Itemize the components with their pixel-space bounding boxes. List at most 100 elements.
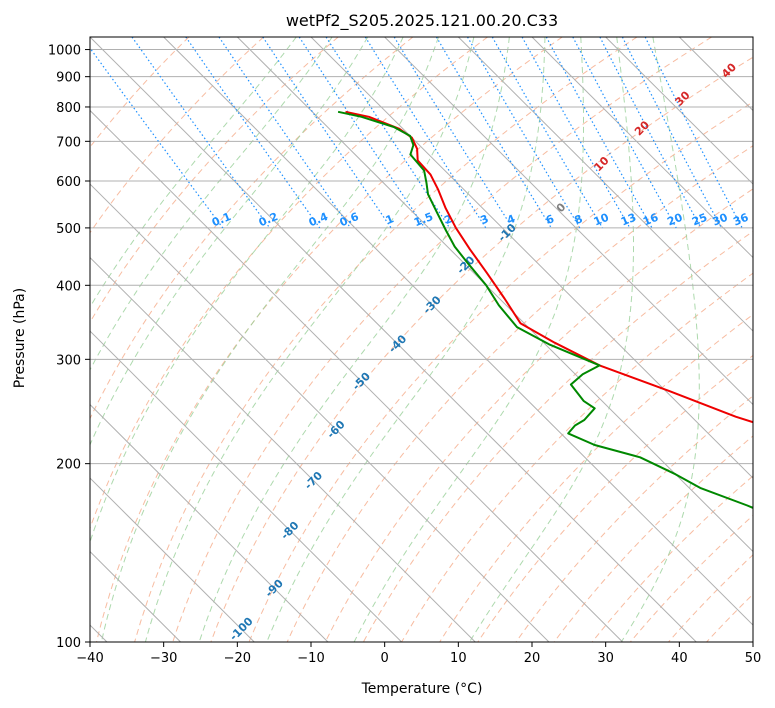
moist-adiabat-line bbox=[620, 37, 700, 642]
dry-adiabat-line bbox=[324, 188, 753, 642]
mixing-ratio-label: 6 bbox=[544, 212, 556, 227]
x-tick-label: 50 bbox=[745, 651, 762, 666]
moist-adiabat-line bbox=[90, 37, 297, 309]
moist-adiabat-line bbox=[469, 37, 634, 642]
y-tick-label: 100 bbox=[56, 636, 81, 651]
isotherm-line bbox=[384, 37, 753, 406]
chart-title: wetPf2_S205.2025.121.00.20.C33 bbox=[286, 11, 558, 31]
x-axis-title: Temperature (°C) bbox=[361, 681, 483, 697]
x-tick-label: −30 bbox=[150, 651, 177, 666]
isotherm-line bbox=[90, 37, 697, 642]
background-lines bbox=[90, 37, 753, 642]
mixing-ratio-line bbox=[521, 37, 631, 229]
mixing-ratio-label: 1 bbox=[384, 212, 396, 227]
y-tick-label: 700 bbox=[56, 135, 81, 150]
isotherm-line bbox=[236, 37, 753, 553]
moist-adiabat-line bbox=[100, 37, 439, 642]
mixing-ratio-line bbox=[185, 37, 321, 229]
mixing-ratio-line bbox=[435, 37, 552, 229]
isotherm-line bbox=[90, 403, 329, 642]
dry-adiabat-line bbox=[90, 37, 339, 324]
mixing-ratio-line bbox=[218, 37, 351, 229]
x-tick-label: −40 bbox=[76, 651, 103, 666]
mixing-ratio-line bbox=[393, 37, 513, 229]
dry-adiabat-line bbox=[134, 37, 638, 642]
y-tick-label: 800 bbox=[56, 101, 81, 116]
dry-adiabat-line bbox=[90, 37, 488, 530]
dry-adiabat-line bbox=[172, 37, 712, 642]
isotherm-line bbox=[90, 183, 550, 642]
dry-adiabat-line bbox=[210, 56, 753, 642]
y-axis-title: Pressure (hPa) bbox=[12, 288, 28, 388]
temperature-profile-line bbox=[345, 110, 753, 424]
mixing-ratio-line bbox=[131, 37, 271, 229]
moist-adiabat-line bbox=[266, 37, 546, 642]
dry-adiabat-line bbox=[90, 37, 264, 234]
isotherm-line bbox=[605, 37, 753, 185]
mixing-ratio-line bbox=[364, 37, 487, 229]
mixing-ratio-label: 8 bbox=[573, 212, 585, 227]
y-tick-label: 300 bbox=[56, 353, 81, 368]
isotherm-line bbox=[90, 477, 255, 642]
moist-adiabat-label: 10 bbox=[592, 154, 612, 174]
mixing-ratio-label: 0.6 bbox=[338, 210, 361, 229]
dewpoint-profile-line bbox=[337, 110, 753, 509]
x-tick-label: 40 bbox=[671, 651, 688, 666]
moist-adiabat-label: 30 bbox=[673, 88, 693, 108]
moist-adiabat-line bbox=[144, 37, 475, 642]
dry-adiabat-line bbox=[90, 37, 414, 420]
isotherm-line bbox=[90, 109, 623, 642]
x-axis-ticks: −40 −30 −20 −10 0 10 20 30 40 50 bbox=[76, 642, 761, 666]
plot-frame bbox=[89, 36, 754, 643]
mixing-ratio-label: 0.4 bbox=[307, 210, 330, 229]
mixing-ratio-line bbox=[599, 37, 702, 229]
moist-adiabat-line bbox=[90, 37, 369, 447]
series-layer bbox=[337, 110, 753, 509]
x-tick-label: −20 bbox=[224, 651, 251, 666]
mixing-ratio-line bbox=[572, 37, 677, 229]
mixing-ratio-label: 30 bbox=[711, 211, 730, 229]
y-tick-label: 400 bbox=[56, 279, 81, 294]
x-tick-label: 20 bbox=[524, 651, 541, 666]
isotherm-line bbox=[90, 256, 476, 642]
mixing-ratio-label: 0.1 bbox=[210, 210, 233, 229]
mixing-ratio-label: 3 bbox=[479, 212, 491, 227]
y-axis-ticks: 100 200 300 400 500 600 700 800 900 1000 bbox=[48, 44, 90, 651]
mixing-ratio-label: 36 bbox=[731, 211, 750, 229]
isotherm-line bbox=[310, 37, 753, 479]
mixing-ratio-label: 10 bbox=[592, 211, 611, 229]
isotherm-line bbox=[678, 37, 753, 112]
dry-adiabat-line bbox=[553, 435, 753, 642]
moist-adiabat-line bbox=[198, 37, 510, 642]
dry-adiabat-line bbox=[90, 37, 190, 148]
moist-adiabat-label: 40 bbox=[719, 60, 739, 80]
x-tick-label: 0 bbox=[381, 651, 389, 666]
x-tick-label: −10 bbox=[297, 651, 324, 666]
dry-adiabat-line bbox=[248, 101, 753, 642]
mixing-ratio-line bbox=[491, 37, 604, 229]
mixing-ratio-label: 2 bbox=[442, 212, 454, 227]
y-tick-label: 600 bbox=[56, 175, 81, 190]
y-tick-label: 1000 bbox=[48, 44, 81, 59]
mixing-ratio-line bbox=[545, 37, 653, 229]
isotherm-line bbox=[90, 330, 402, 642]
isotherm-line bbox=[163, 37, 753, 626]
x-tick-label: 10 bbox=[450, 651, 467, 666]
y-tick-label: 900 bbox=[56, 71, 81, 86]
x-tick-label: 30 bbox=[597, 651, 614, 666]
mixing-ratio-line bbox=[466, 37, 581, 229]
dry-adiabat-line bbox=[401, 272, 753, 642]
moist-adiabat-label: 0 bbox=[554, 200, 569, 215]
isotherm-line bbox=[752, 37, 753, 38]
mixing-ratio-label: 20 bbox=[665, 211, 684, 229]
mixing-ratio-label: 16 bbox=[641, 211, 660, 229]
mixing-ratio-label: 13 bbox=[619, 211, 638, 229]
y-tick-label: 500 bbox=[56, 222, 81, 237]
isotherm-line bbox=[457, 37, 753, 332]
mixing-ratio-line bbox=[90, 47, 224, 229]
y-tick-label: 200 bbox=[56, 458, 81, 473]
mixing-ratio-labels: 0.1 0.2 0.4 0.6 1 1.5 2 3 4 6 8 10 13 16 20 25 30 36 bbox=[210, 210, 751, 229]
dry-adiabat-line bbox=[629, 514, 753, 642]
